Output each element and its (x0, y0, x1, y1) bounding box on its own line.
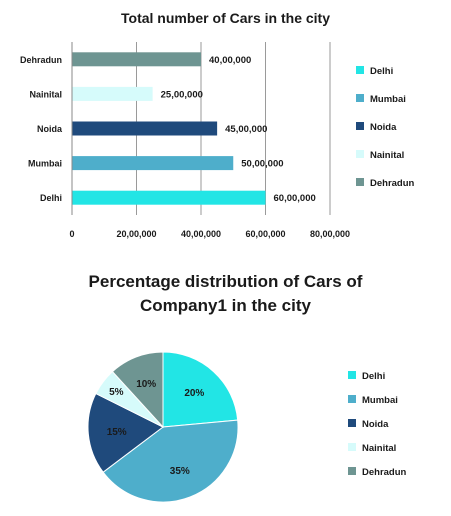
pie-label-mumbai: 35% (170, 466, 190, 477)
category-label-delhi: Delhi (40, 193, 62, 203)
pie-legend-label-dehradun: Dehradun (362, 467, 407, 478)
category-label-dehradun: Dehradun (20, 55, 62, 65)
category-label-mumbai: Mumbai (28, 159, 62, 169)
bar-chart-title: Total number of Cars in the city (121, 10, 330, 26)
data-label-nainital: 25,00,000 (161, 89, 203, 100)
pie-title-line-1: Percentage distribution of Cars of (88, 272, 363, 291)
pie-label-nainital: 5% (109, 387, 124, 398)
pie-legend-label-mumbai: Mumbai (362, 395, 398, 406)
legend-swatch-noida (356, 122, 364, 130)
pie-slice-dehradun (111, 351, 164, 429)
bar-dehradun (72, 52, 201, 67)
x-tick-label: 20,00,000 (116, 229, 156, 239)
data-label-delhi: 60,00,000 (274, 193, 316, 204)
legend-swatch-mumbai (356, 94, 364, 102)
bar-delhi (72, 190, 266, 205)
pie-slice-mumbai (102, 419, 239, 503)
x-tick-label: 60,00,000 (245, 229, 285, 239)
data-label-noida: 45,00,000 (225, 124, 267, 135)
pie-slice-delhi (162, 351, 239, 428)
pie-legend-swatch-noida (348, 419, 356, 427)
pie-legend-label-noida: Noida (362, 419, 389, 430)
category-label-noida: Noida (37, 124, 63, 134)
pie-legend-swatch-nainital (348, 443, 356, 451)
pie-legend-swatch-delhi (348, 371, 356, 379)
x-tick-label: 40,00,000 (181, 229, 221, 239)
data-label-mumbai: 50,00,000 (241, 159, 283, 170)
category-label-nainital: Nainital (29, 89, 62, 99)
bar-nainital (72, 86, 153, 101)
pie-legend-swatch-dehradun (348, 467, 356, 475)
legend-label-dehradun: Dehradun (370, 178, 415, 189)
pie-legend-swatch-mumbai (348, 395, 356, 403)
legend-swatch-delhi (356, 66, 364, 74)
x-tick-label: 0 (69, 229, 74, 239)
pie-label-delhi: 20% (184, 388, 204, 399)
legend-label-delhi: Delhi (370, 66, 393, 77)
x-tick-label: 80,00,000 (310, 229, 350, 239)
legend-label-mumbai: Mumbai (370, 94, 406, 105)
pie-legend-label-nainital: Nainital (362, 443, 396, 454)
pie-label-noida: 15% (107, 427, 127, 438)
legend-swatch-nainital (356, 150, 364, 158)
pie-title-line-2: Company1 in the city (140, 296, 311, 315)
legend-label-noida: Noida (370, 122, 397, 133)
pie-slice-noida (87, 392, 164, 473)
legend-swatch-dehradun (356, 178, 364, 186)
bar-noida (72, 121, 218, 136)
pie-legend-label-delhi: Delhi (362, 371, 385, 382)
bar-mumbai (72, 156, 234, 171)
pie-label-dehradun: 10% (136, 379, 156, 390)
pie-chart-title: Percentage distribution of Cars of Compa… (0, 270, 451, 318)
legend-label-nainital: Nainital (370, 150, 404, 161)
data-label-dehradun: 40,00,000 (209, 55, 251, 66)
